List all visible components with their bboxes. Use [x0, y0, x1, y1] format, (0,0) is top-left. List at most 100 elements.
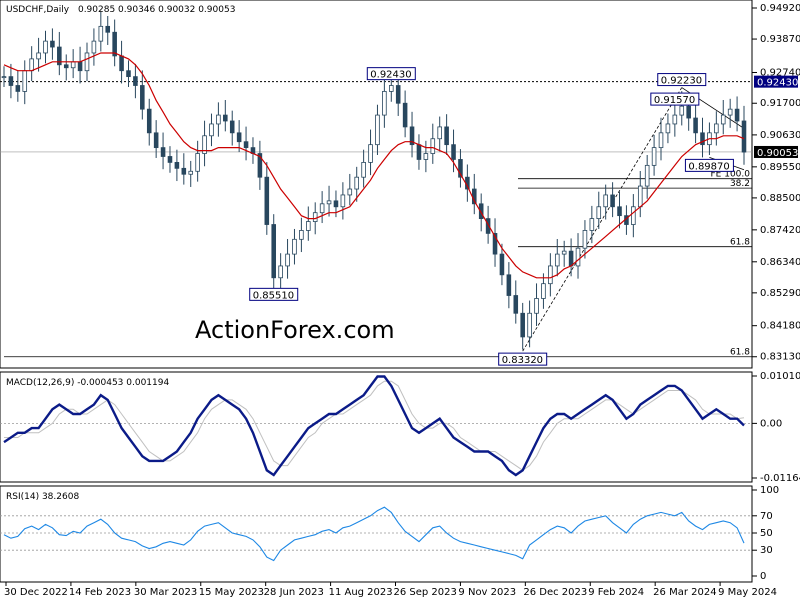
rsi-line [3, 506, 745, 562]
price-body [70, 61, 76, 69]
swing-label: 0.85510 [253, 290, 294, 301]
price-body [153, 132, 159, 149]
price-tick-label: 0.94920 [760, 3, 800, 14]
swing-label-box [249, 287, 299, 301]
price-body [271, 224, 277, 279]
price-body [617, 206, 622, 217]
price-body [568, 250, 574, 267]
price-body [603, 194, 608, 208]
price-body [513, 295, 519, 314]
price-body [84, 52, 90, 72]
price-body [216, 114, 221, 125]
price-body [15, 85, 21, 92]
price-body [1, 76, 7, 79]
price-body [98, 25, 104, 42]
fib-label: 61.8 [730, 348, 750, 358]
swing-label: 0.89870 [688, 161, 729, 172]
price-tick-label: 0.92740 [760, 67, 800, 78]
price-body [492, 232, 498, 255]
price-body [43, 40, 48, 54]
macd-title: MACD(12,26,9) -0.000453 0.001194 [6, 378, 169, 388]
date-tick-label: 11 Aug 2023 [329, 587, 393, 598]
price-tick-label: 0.91700 [760, 98, 800, 109]
price-body [631, 206, 636, 225]
price-body [444, 126, 449, 146]
price-body [368, 144, 373, 163]
date-tick-label: 14 Feb 2023 [69, 587, 131, 598]
price-body [223, 114, 228, 122]
price-body [160, 147, 166, 157]
date-tick-label: 26 Dec 2023 [523, 587, 587, 598]
macd-pane-frame [0, 371, 753, 483]
date-tick-label: 26 Mar 2024 [653, 587, 716, 598]
price-axis: 0.94920 0.93870 0.92740 0.91700 0.90630 0.895… [752, 3, 800, 363]
price-body [181, 167, 187, 175]
price-body [306, 221, 311, 231]
fib-label: FE 100.0 [711, 170, 751, 180]
price-badge-label: 0.90053 [757, 148, 798, 159]
price-tick-label: 0.93870 [760, 34, 800, 45]
price-body [458, 159, 463, 178]
price-body [430, 138, 436, 154]
price-body [105, 25, 111, 33]
swing-label-box [498, 352, 548, 366]
price-body [720, 114, 726, 125]
price-body [575, 247, 581, 267]
price-body [236, 132, 242, 143]
price-body [202, 135, 207, 154]
price-body [548, 265, 553, 285]
rsi-tick-label: 0 [760, 571, 766, 582]
price-body [347, 188, 353, 196]
rsi-tick-label: 50 [760, 528, 773, 539]
rsi-tick-label: 70 [760, 511, 773, 522]
price-body [354, 176, 359, 190]
main-pane: ActionForex.com FE 100.038.2 61.8 61.8 0.9… [0, 0, 800, 369]
price-body [658, 132, 664, 149]
macd-signal-line [4, 380, 745, 471]
price-body [36, 52, 41, 60]
price-body [389, 85, 394, 92]
price-body [437, 126, 442, 140]
price-body [589, 218, 595, 231]
price-body [264, 176, 270, 225]
main-pane-frame [0, 0, 753, 369]
price-body [146, 108, 152, 134]
price-body [582, 230, 588, 249]
swing-label-box [650, 92, 700, 106]
fib-label: 38.2 [730, 179, 750, 189]
swing-label: 0.83320 [502, 355, 543, 366]
date-tick-label: 30 Dec 2022 [4, 587, 68, 598]
price-body [644, 164, 650, 187]
price-body [333, 200, 339, 208]
rsi-tick-label: 30 [760, 545, 773, 556]
price-body [375, 114, 380, 146]
swing-labels: 0.92430 0.92230 0.91570 0.89870 0.85510 0.833… [249, 67, 734, 366]
price-body [727, 108, 733, 116]
price-body [416, 144, 422, 160]
main-grid [0, 81, 752, 153]
price-body [195, 153, 200, 172]
price-body [534, 298, 539, 314]
rsi-pane-frame [0, 485, 753, 583]
price-body [29, 58, 34, 72]
macd-axis: 0.010101 0.00 -0.011645 [752, 371, 800, 484]
date-tick-label: 26 Sep 2023 [394, 587, 457, 598]
price-body [326, 200, 332, 205]
price-tick-label: 0.86340 [760, 257, 800, 268]
price-body [554, 253, 560, 267]
price-body [119, 55, 124, 72]
price-body [693, 117, 698, 134]
price-body [499, 253, 505, 276]
trend-line [522, 87, 683, 352]
chart-header: USDCHF,Daily 0.90285 0.90346 0.90032 0.9… [6, 5, 235, 15]
price-body [91, 40, 97, 54]
price-body [299, 230, 304, 240]
price-body [319, 203, 325, 214]
date-tick-label: 9 Nov 2023 [458, 587, 516, 598]
price-body [209, 123, 214, 137]
price-body [409, 126, 415, 146]
price-tick-label: 0.90630 [760, 130, 800, 141]
price-tick-label: 0.83130 [760, 352, 800, 363]
date-tick-label: 9 Feb 2024 [588, 587, 644, 598]
